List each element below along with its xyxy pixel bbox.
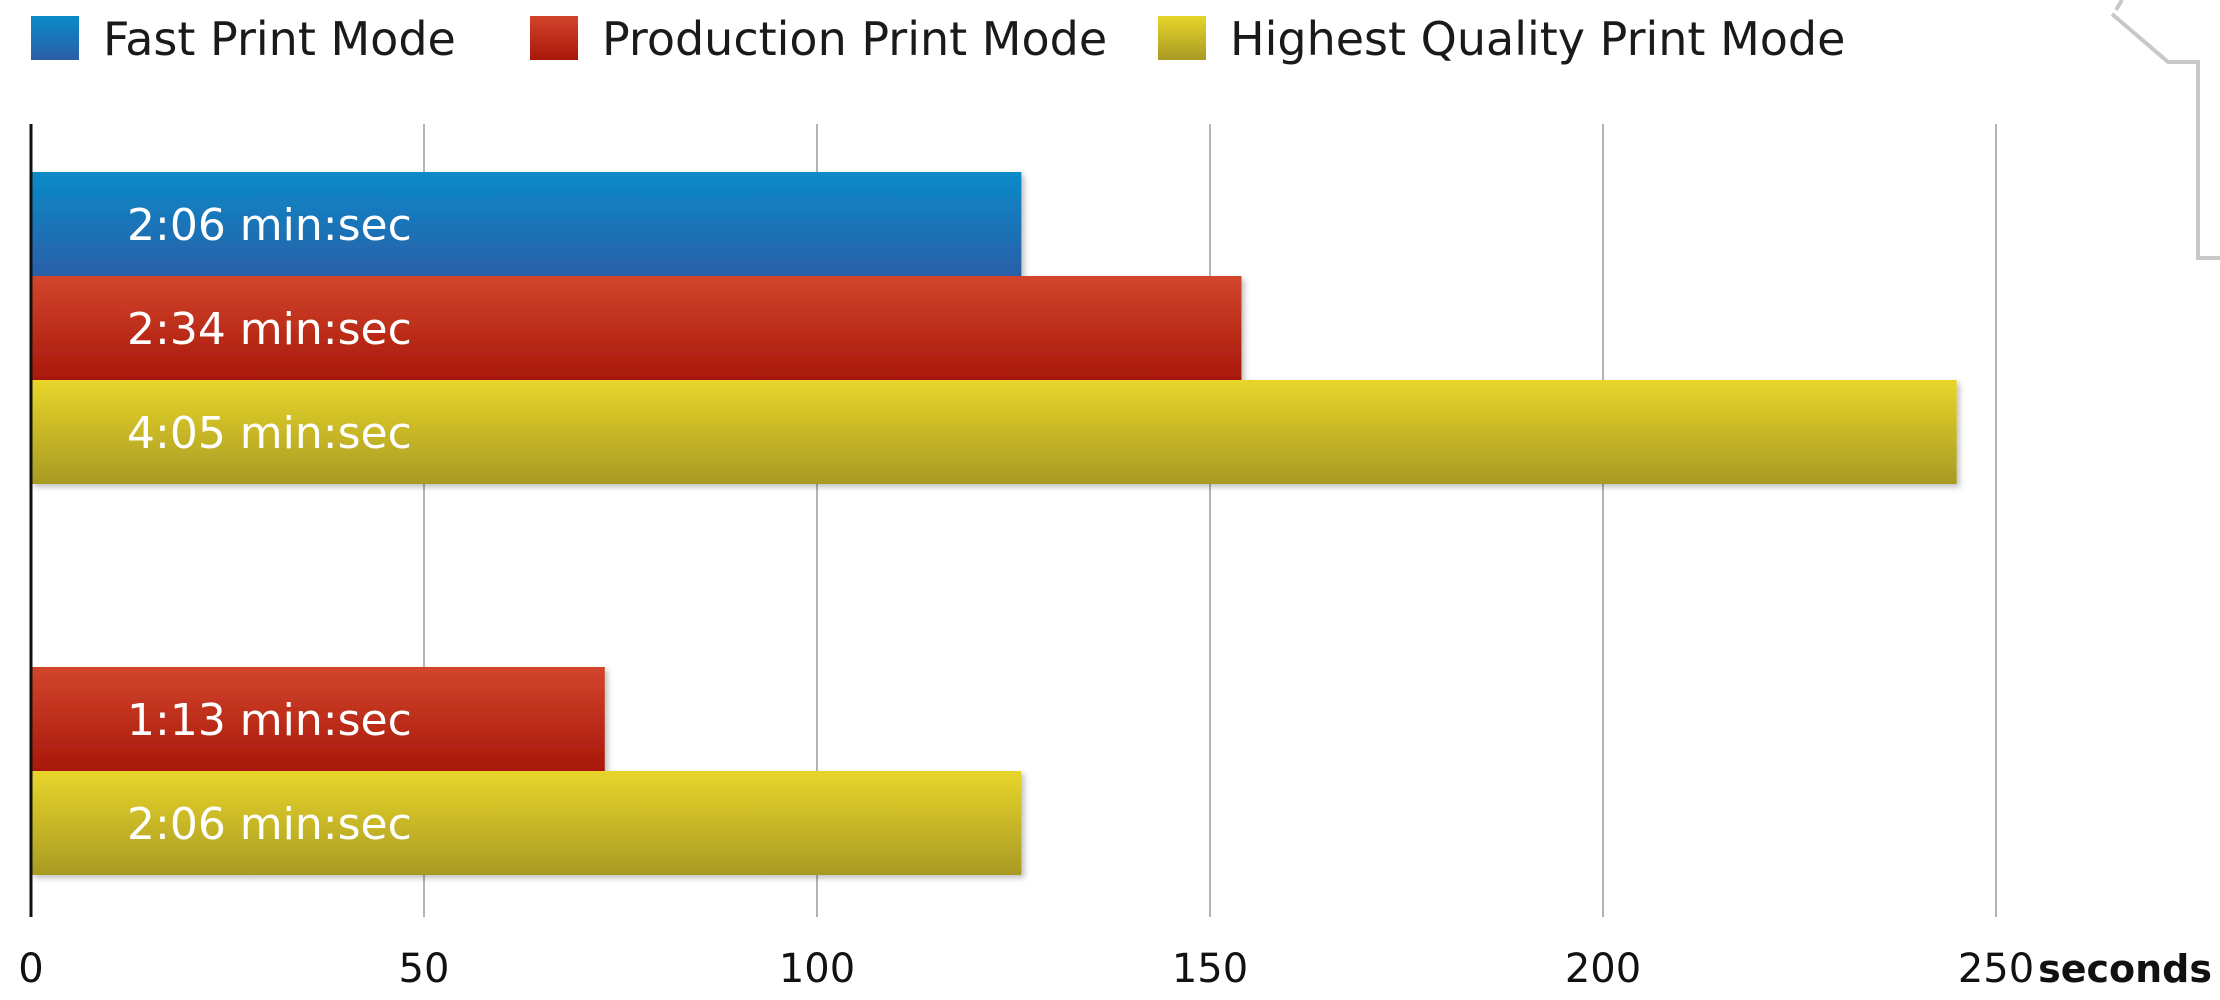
bar-group2-highest-quality-print-mode [31,771,1022,875]
legend-label-production-print-mode: Production Print Mode [602,12,1107,66]
legend: Fast Print Mode Production Print Mode High… [31,12,1845,66]
bar-group1-highest-quality-print-mode [31,380,1957,484]
bar-label-group2-highest-quality-print-mode: 2:06 min:sec [127,799,412,850]
legend-swatch-fast-print-mode [31,16,79,60]
bar-group1-production-print-mode [31,276,1242,380]
x-axis-ticks: 0 50 100 150 200 250 [18,946,2034,992]
x-axis-unit-label: seconds [2038,947,2212,991]
legend-label-fast-print-mode: Fast Print Mode [103,12,456,66]
bar-group1-fast-print-mode [31,172,1022,276]
bar-group2-production-print-mode [31,667,605,771]
x-tick-label-150: 150 [1172,946,1248,992]
legend-swatch-highest-quality-print-mode [1158,16,1206,60]
callout-outline-shadow [2114,0,2124,12]
x-tick-label-250: 250 [1958,946,2034,992]
bar-label-group1-production-print-mode: 2:34 min:sec [127,304,412,355]
bar-label-group1-highest-quality-print-mode: 4:05 min:sec [127,408,412,459]
legend-label-highest-quality-print-mode: Highest Quality Print Mode [1230,12,1845,66]
bars [31,172,1957,875]
callout-outline-shape [2110,12,2220,260]
x-tick-label-200: 200 [1565,946,1641,992]
bar-label-group2-production-print-mode: 1:13 min:sec [127,695,412,746]
x-tick-label-50: 50 [399,946,450,992]
legend-swatch-production-print-mode [530,16,578,60]
x-tick-label-100: 100 [779,946,855,992]
x-tick-label-0: 0 [18,946,43,992]
bar-label-group1-fast-print-mode: 2:06 min:sec [127,200,412,251]
bar-labels: 2:06 min:sec 2:34 min:sec 4:05 min:sec 1:13… [127,200,412,850]
